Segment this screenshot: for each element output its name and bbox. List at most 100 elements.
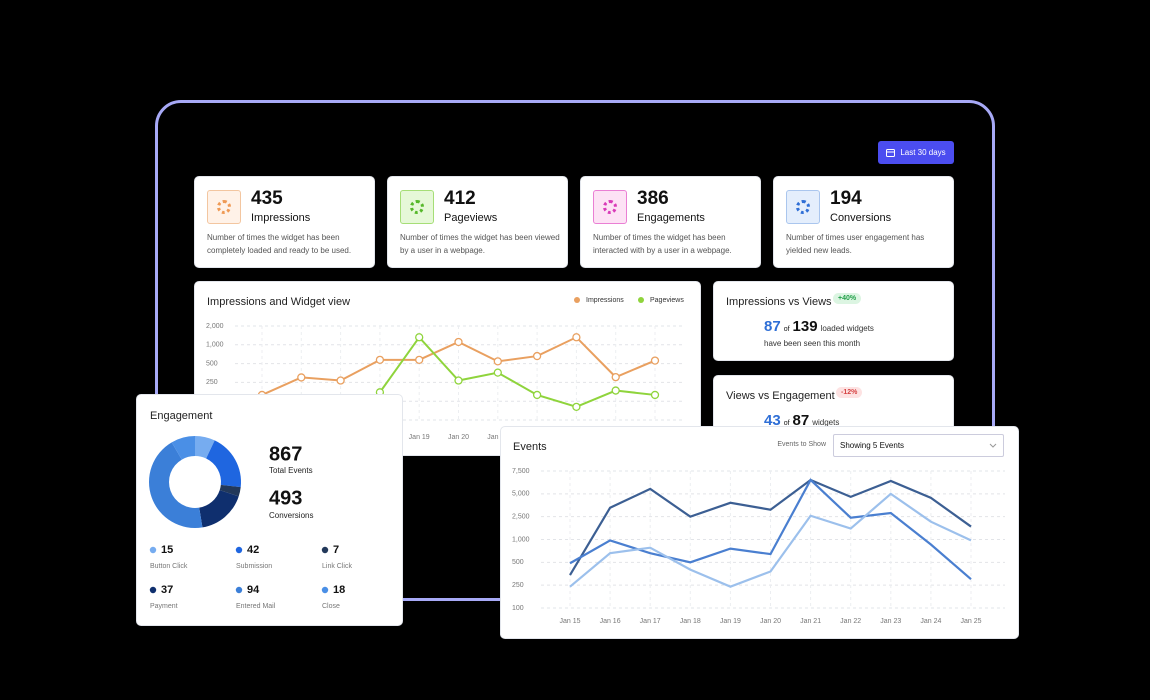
- date-filter-label: Last 30 days: [900, 148, 946, 157]
- x-tick-label: Jan 17: [640, 618, 661, 625]
- donut-segment: [149, 442, 203, 528]
- legend-label: Entered Mail: [236, 603, 276, 610]
- events-card: Events 7,500 5,000 2,500 1,000 500 250 100 Jan 1…: [501, 427, 1018, 638]
- events-filter-label: Events to Show: [777, 441, 826, 448]
- y-tick-label: 2,500: [512, 514, 530, 521]
- donut-segment: [206, 440, 241, 488]
- stat-icon: [593, 190, 627, 224]
- ratio-note: have been seen this month: [764, 339, 861, 348]
- chart-title: Events: [513, 441, 547, 453]
- data-point: [532, 351, 542, 361]
- events-select-value: Showing 5 Events: [840, 441, 905, 450]
- total-label: Conversions: [269, 511, 313, 520]
- data-point: [493, 368, 502, 377]
- stat-label: Impressions: [251, 212, 311, 224]
- x-tick-label: Jan 24: [920, 618, 941, 625]
- legend-swatch: [149, 586, 157, 594]
- series-line: [569, 478, 972, 576]
- data-point: [415, 355, 424, 364]
- ratio-line: 43 of 87 widgets: [764, 412, 839, 429]
- stat-description: Number of times the widget has been view…: [400, 233, 560, 255]
- legend-swatch: [574, 297, 580, 303]
- ratio-change: +40%: [833, 293, 862, 304]
- data-point: [493, 357, 502, 366]
- ratio-of: of: [783, 326, 790, 333]
- y-tick-label: 250: [206, 379, 218, 386]
- legend-label: Payment: [150, 603, 178, 610]
- data-point: [415, 333, 424, 342]
- stat-icon: [400, 190, 434, 224]
- legend-swatch: [235, 546, 243, 554]
- stat-icon-glyph: [217, 200, 231, 214]
- x-tick-label: Jan 20: [760, 618, 781, 625]
- data-point: [532, 390, 542, 400]
- legend-swatch: [638, 297, 644, 303]
- legend-value: 15: [161, 544, 173, 556]
- series-line: [569, 478, 972, 581]
- data-point: [572, 333, 581, 342]
- ratio-of: of: [783, 420, 790, 427]
- stat-icon-glyph: [410, 200, 424, 214]
- events-chart: Events 7,500 5,000 2,500 1,000 500 250 100 Jan 1…: [512, 441, 1005, 625]
- legend-label: Submission: [236, 563, 272, 570]
- calendar-icon: [886, 149, 896, 157]
- y-tick-label: 1,000: [512, 536, 530, 543]
- series-line: [569, 492, 972, 588]
- data-point: [650, 356, 660, 365]
- donut-segment: [219, 484, 241, 497]
- stat-description: Number of times the widget has been inte…: [593, 233, 732, 255]
- legend-swatch: [149, 546, 157, 554]
- ratio-title: Views vs Engagement: [726, 390, 835, 402]
- y-tick-label: 1,000: [206, 342, 224, 349]
- date-filter-button[interactable]: Last 30 days: [878, 141, 954, 164]
- stat-card: 194 Conversions Number of times user engag…: [774, 177, 953, 267]
- legend-value: 7: [333, 544, 339, 556]
- stat-label: Pageviews: [444, 212, 498, 224]
- legend-swatch: [235, 586, 243, 594]
- stat-icon: [786, 190, 820, 224]
- donut-segment: [171, 436, 195, 460]
- ratio-line: 87 of 139 loaded widgets: [764, 318, 874, 335]
- stat-value: 412: [444, 188, 476, 209]
- y-tick-label: 500: [512, 559, 524, 566]
- ratio-value: 87: [764, 318, 781, 335]
- ratio-change: -12%: [836, 387, 863, 398]
- legend-swatch: [321, 586, 329, 594]
- ratio-total: 139: [792, 318, 818, 335]
- legend-label: Button Click: [150, 563, 188, 570]
- y-tick-label: 2,000: [206, 323, 224, 330]
- legend-value: 42: [247, 544, 259, 556]
- data-point: [454, 337, 463, 347]
- events-select[interactable]: Showing 5 Events: [833, 434, 1004, 457]
- legend-value: 37: [161, 584, 173, 596]
- stat-icon-glyph: [796, 200, 810, 214]
- ratio-card: Impressions vs Views +40% 87 of 139 loaded wi…: [714, 282, 953, 360]
- stat-description: Number of times the widget has been comp…: [207, 233, 352, 255]
- x-tick-label: Jan 20: [448, 434, 469, 441]
- legend-label: Close: [322, 603, 340, 610]
- stat-value: 435: [251, 188, 283, 209]
- x-tick-label: Jan 21: [800, 618, 821, 625]
- x-tick-label: Jan 16: [600, 618, 621, 625]
- ratio-unit: widgets: [812, 418, 840, 427]
- donut-segment: [195, 436, 215, 459]
- legend-label: Impressions: [586, 297, 624, 304]
- legend-value: 94: [247, 584, 260, 596]
- data-point: [572, 402, 581, 411]
- y-tick-label: 100: [512, 605, 524, 612]
- x-tick-label: Jan 21: [487, 434, 508, 441]
- stat-card: 386 Engagements Number of times the widget…: [581, 177, 760, 267]
- data-point: [297, 373, 306, 382]
- x-tick-label: Jan 15: [559, 618, 580, 625]
- ratio-value: 43: [764, 412, 781, 429]
- stat-icon-glyph: [603, 200, 617, 214]
- x-tick-label: Jan 25: [960, 618, 981, 625]
- stat-value: 386: [637, 188, 669, 209]
- y-tick-label: 250: [512, 582, 524, 589]
- stat-label: Conversions: [830, 212, 892, 224]
- stat-label: Engagements: [637, 212, 705, 224]
- ratio-title: Impressions vs Views: [726, 296, 832, 308]
- stat-card: 435 Impressions Number of times the widget…: [195, 177, 374, 267]
